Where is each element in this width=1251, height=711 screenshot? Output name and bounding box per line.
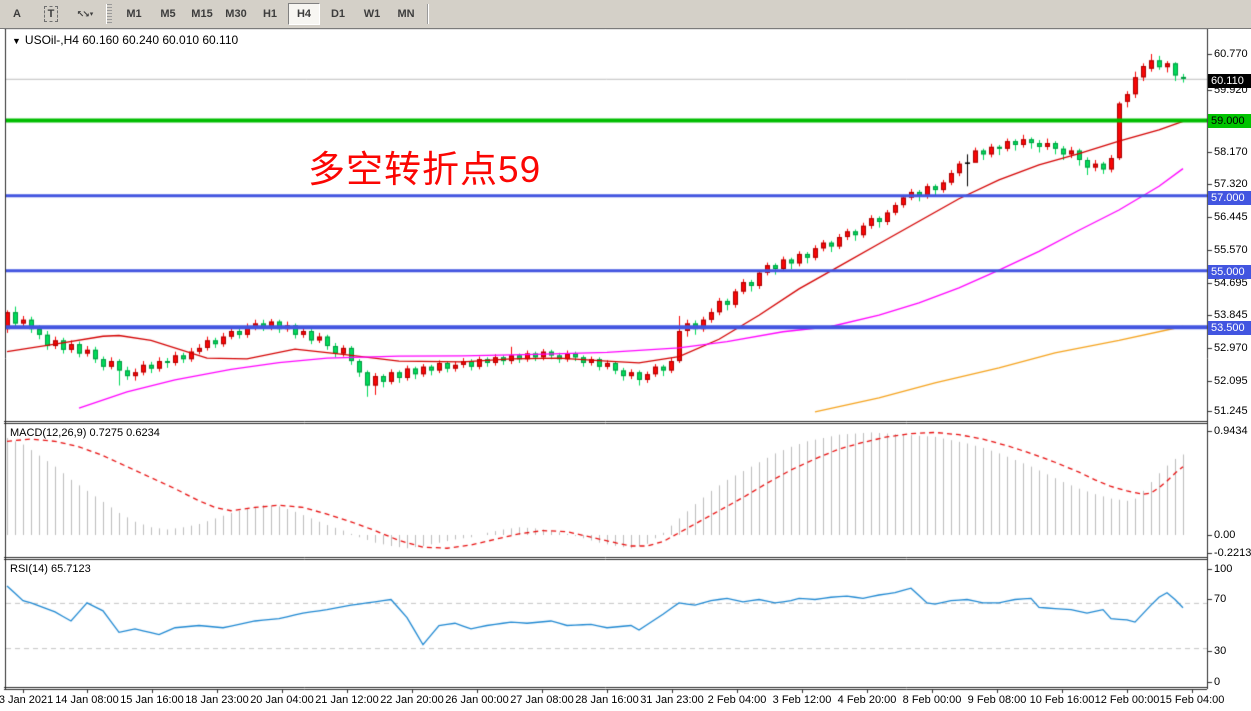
timeframe-button-h1[interactable]: H1 <box>262 8 278 20</box>
toolbar-separator <box>427 4 429 24</box>
timeframe-button-h4[interactable]: H4 <box>288 3 320 25</box>
current-price-tag: 60.110 <box>1208 74 1251 88</box>
chart-text-annotation[interactable]: 多空转折点59 <box>308 149 542 190</box>
date-label: 3 Feb 12:00 <box>772 694 832 706</box>
cursor-arrows-tool[interactable]: ↖↘ ▾ <box>69 3 101 25</box>
timeframe-button-mn[interactable]: MN <box>397 8 415 20</box>
rsi-tick-30: 30 <box>1214 645 1227 657</box>
macd-tick-0.9434: 0.9434 <box>1214 425 1248 437</box>
date-label: 27 Jan 08:00 <box>510 694 574 706</box>
rsi-indicator-label: RSI(14) 65.7123 <box>10 563 91 575</box>
rsi-tick-100: 100 <box>1214 563 1233 575</box>
macd-tick--0.2213: -0.2213 <box>1214 547 1251 559</box>
date-label: 21 Jan 12:00 <box>315 694 379 706</box>
dropdown-caret-icon[interactable]: ▾ <box>89 11 94 18</box>
date-label: 15 Jan 16:00 <box>120 694 184 706</box>
date-label: 15 Feb 04:00 <box>1159 694 1225 706</box>
text-label-tool-glyph: T <box>43 6 59 22</box>
date-label: 26 Jan 00:00 <box>445 694 509 706</box>
price-tick-51.245: 51.245 <box>1214 405 1248 417</box>
text-label-tool[interactable]: T <box>35 3 67 25</box>
date-label: 13 Jan 2021 <box>0 694 54 706</box>
toolbar-grip[interactable] <box>106 4 112 24</box>
macd-indicator-label: MACD(12,26,9) 0.7275 0.6234 <box>10 427 160 439</box>
macd-tick-0.00: 0.00 <box>1214 529 1236 541</box>
price-tick-53.845: 53.845 <box>1214 309 1248 321</box>
price-tick-54.695: 54.695 <box>1214 277 1248 289</box>
timeframe-button-m15[interactable]: M15 <box>191 8 213 20</box>
level-55-tag: 55.000 <box>1208 265 1251 279</box>
timeframe-button-w1[interactable]: W1 <box>363 8 381 20</box>
chart-title: ▼ USOil-,H4 60.160 60.240 60.010 60.110 <box>12 33 238 47</box>
date-label: 22 Jan 20:00 <box>380 694 444 706</box>
rsi-tick-70: 70 <box>1214 593 1227 605</box>
price-tick-52.095: 52.095 <box>1214 375 1248 387</box>
timeframe-button-m5[interactable]: M5 <box>160 8 176 20</box>
date-label: 12 Feb 00:00 <box>1094 694 1160 706</box>
date-label: 9 Feb 08:00 <box>967 694 1027 706</box>
date-label: 4 Feb 20:00 <box>837 694 897 706</box>
drawing-tools-group: A T ↖↘ ▾ <box>0 3 102 25</box>
chart-dropdown-icon[interactable]: ▼ <box>12 36 21 46</box>
timeframe-button-m1[interactable]: M1 <box>126 8 142 20</box>
price-tick-58.170: 58.170 <box>1214 146 1248 158</box>
date-label: 20 Jan 04:00 <box>250 694 314 706</box>
font-tool-glyph: A <box>13 8 21 20</box>
toolbar: A T ↖↘ ▾ M1 M5 M15 M30 H1 H4 D1 W1 MN <box>0 0 1251 29</box>
date-label: 28 Jan 16:00 <box>575 694 639 706</box>
date-label: 2 Feb 04:00 <box>707 694 767 706</box>
price-tick-57.320: 57.320 <box>1214 178 1248 190</box>
level-53-5-tag: 53.500 <box>1208 321 1251 335</box>
price-tick-56.445: 56.445 <box>1214 211 1248 223</box>
date-label: 8 Feb 00:00 <box>902 694 962 706</box>
cursor-arrows-tool-glyph: ↖↘ <box>76 8 90 19</box>
rsi-tick-0: 0 <box>1214 676 1221 688</box>
font-tool[interactable]: A <box>1 3 33 25</box>
timeframe-group: M1 M5 M15 M30 H1 H4 D1 W1 MN <box>117 3 423 25</box>
price-tick-55.570: 55.570 <box>1214 244 1248 256</box>
date-label: 14 Jan 08:00 <box>55 694 119 706</box>
date-label: 10 Feb 16:00 <box>1029 694 1095 706</box>
price-tick-60.770: 60.770 <box>1214 48 1248 60</box>
date-label: 31 Jan 23:00 <box>640 694 704 706</box>
date-label: 18 Jan 23:00 <box>185 694 249 706</box>
price-tick-52.970: 52.970 <box>1214 342 1248 354</box>
level-57-tag: 57.000 <box>1208 191 1251 205</box>
level-59-tag: 59.000 <box>1208 114 1251 128</box>
chart-title-text: USOil-,H4 60.160 60.240 60.010 60.110 <box>24 33 239 47</box>
timeframe-button-m30[interactable]: M30 <box>225 8 247 20</box>
timeframe-button-d1[interactable]: D1 <box>330 8 346 20</box>
